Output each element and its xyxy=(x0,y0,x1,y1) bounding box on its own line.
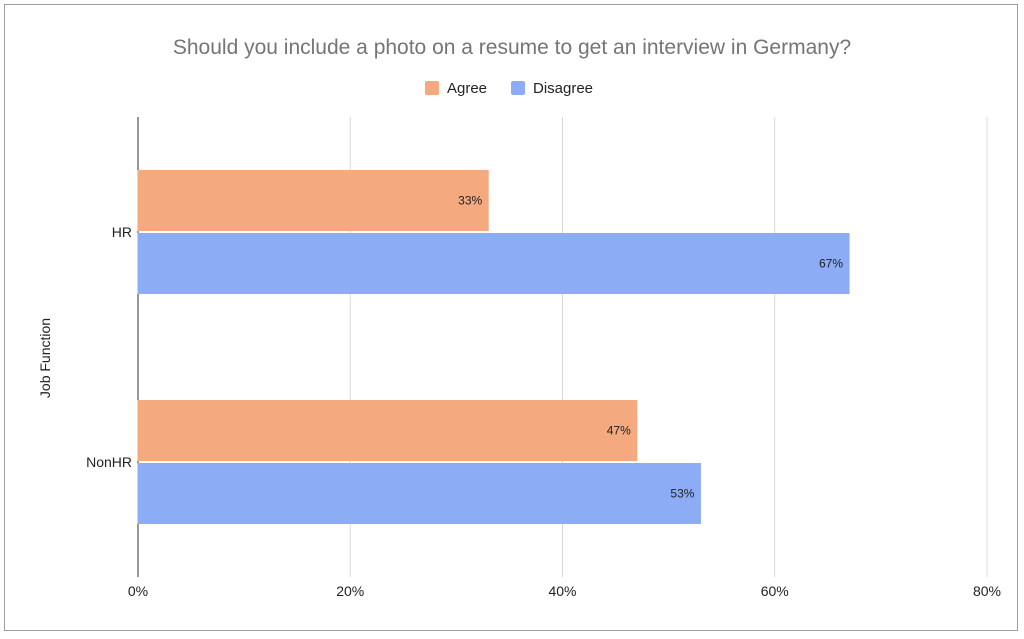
data-label: 67% xyxy=(819,257,843,271)
x-tick-label: 40% xyxy=(548,583,576,599)
legend-swatch-disagree xyxy=(511,81,525,95)
legend: Agree Disagree xyxy=(425,80,593,97)
y-axis-label: Job Function xyxy=(37,318,53,398)
category-label: HR xyxy=(112,224,132,240)
x-tick-label: 60% xyxy=(761,583,789,599)
bar-hr-disagree xyxy=(137,233,850,294)
data-label: 33% xyxy=(458,194,482,208)
x-tick-label: 20% xyxy=(336,583,364,599)
data-label: 47% xyxy=(607,424,631,438)
category-label: NonHR xyxy=(86,454,132,470)
x-axis-ticks: 0% 20% 40% 60% 80% xyxy=(128,583,1001,599)
legend-label-disagree: Disagree xyxy=(533,80,593,97)
y-axis-categories: HR NonHR xyxy=(86,224,132,470)
legend-label-agree: Agree xyxy=(447,80,487,97)
bar-nonhr-disagree xyxy=(137,463,701,524)
bar-nonhr-agree xyxy=(137,400,638,461)
data-labels: 33% 67% 47% 53% xyxy=(458,194,843,501)
bars xyxy=(137,170,850,524)
x-tick-label: 80% xyxy=(973,583,1001,599)
chart-frame xyxy=(4,4,1018,631)
chart-title: Should you include a photo on a resume t… xyxy=(173,36,851,59)
data-label: 53% xyxy=(670,487,694,501)
legend-swatch-agree xyxy=(425,81,439,95)
bar-hr-agree xyxy=(137,170,489,231)
x-tick-label: 0% xyxy=(128,583,148,599)
